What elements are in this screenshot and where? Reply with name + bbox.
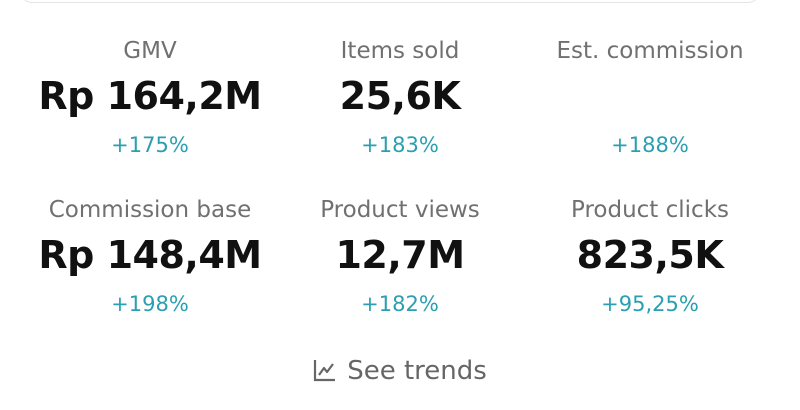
metric-label: Product clicks: [570, 197, 729, 223]
metric-label: Commission base: [48, 197, 252, 223]
metric-label: GMV: [123, 38, 177, 64]
metric-value: Rp 164,2M: [38, 74, 262, 118]
metric-label: Product views: [320, 197, 480, 223]
metric-change: +175%: [111, 133, 189, 157]
metric-value: 12,7M: [335, 233, 465, 277]
trend-icon: [314, 360, 336, 382]
card-edge: [20, 0, 760, 3]
metric-change: +95,25%: [601, 292, 699, 316]
see-trends-label: See trends: [347, 356, 487, 386]
metric-change: +188%: [611, 133, 689, 157]
metric-change: +182%: [361, 292, 439, 316]
metric-value: 823,5K: [576, 233, 724, 277]
metric-value: 25,6K: [339, 74, 461, 118]
metric-label: Est. commission: [556, 38, 744, 64]
see-trends-link[interactable]: See trends: [0, 356, 800, 386]
metric-label: Items sold: [340, 38, 460, 64]
metric-change: +183%: [361, 133, 439, 157]
metric-value: Rp 148,4M: [38, 233, 262, 277]
metric-change: +198%: [111, 292, 189, 316]
